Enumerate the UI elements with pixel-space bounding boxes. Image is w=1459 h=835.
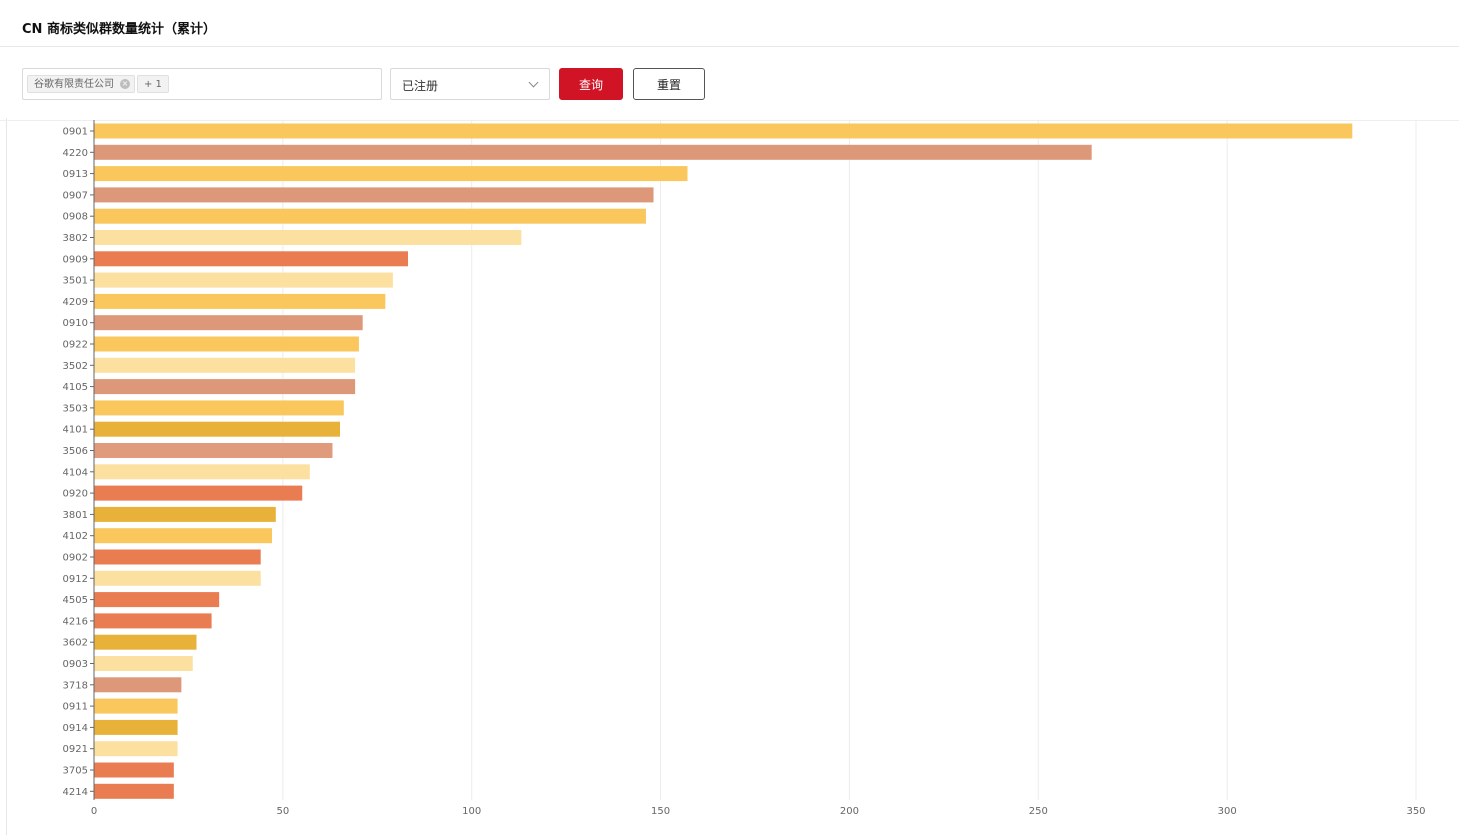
y-tick-label-3503: 3503 — [63, 403, 88, 414]
y-tick-label-0914: 0914 — [63, 723, 88, 734]
bar-4105 — [94, 379, 356, 395]
bar-0912 — [94, 570, 261, 586]
bar-3602 — [94, 634, 197, 650]
bar-4216 — [94, 613, 212, 629]
bar-4101 — [94, 421, 341, 437]
bar-0913 — [94, 166, 688, 182]
y-tick-label-4209: 4209 — [63, 297, 88, 308]
bar-4220 — [94, 144, 1092, 160]
y-tick-label-3502: 3502 — [63, 361, 88, 372]
bar-3502 — [94, 357, 356, 373]
x-tick-label-250: 250 — [1029, 806, 1048, 817]
y-tick-label-4102: 4102 — [63, 531, 88, 542]
y-tick-label-0909: 0909 — [63, 254, 88, 265]
more-tags-count[interactable]: + 1 — [137, 75, 169, 93]
bar-chart: 0901 4220 0913 0907 0908 3802 0909 3501 4209 0910… — [63, 120, 1426, 817]
bar-0910 — [94, 315, 363, 331]
x-tick-label-300: 300 — [1218, 806, 1237, 817]
bar-0901 — [94, 123, 1353, 139]
x-tick-label-150: 150 — [651, 806, 670, 817]
bar-3506 — [94, 443, 333, 458]
bar-3501 — [94, 272, 393, 288]
y-tick-label-4214: 4214 — [63, 787, 88, 798]
bar-0903 — [94, 656, 193, 671]
x-tick-label-50: 50 — [276, 806, 289, 817]
tag-remove-icon[interactable]: × — [120, 79, 130, 89]
x-tick-label-350: 350 — [1406, 806, 1425, 817]
y-tick-label-0912: 0912 — [63, 574, 88, 585]
y-tick-label-4104: 4104 — [63, 467, 88, 478]
y-tick-label-0910: 0910 — [63, 318, 88, 329]
y-tick-label-0908: 0908 — [63, 212, 88, 223]
y-tick-label-4505: 4505 — [63, 595, 88, 606]
y-tick-label-0902: 0902 — [63, 553, 88, 564]
x-tick-label-100: 100 — [462, 806, 481, 817]
y-tick-label-4105: 4105 — [63, 382, 88, 393]
bar-4505 — [94, 592, 220, 608]
filter-bar: 谷歌有限责任公司 × + 1 已注册 查询 重置 — [0, 47, 1459, 121]
bar-3802 — [94, 230, 522, 245]
bar-3503 — [94, 400, 344, 416]
reset-button[interactable]: 重置 — [633, 68, 705, 100]
bar-4209 — [94, 293, 386, 309]
y-tick-label-3602: 3602 — [63, 638, 88, 649]
bar-4102 — [94, 528, 273, 544]
bar-0902 — [94, 549, 261, 565]
x-tick-label-200: 200 — [840, 806, 859, 817]
y-tick-label-3802: 3802 — [63, 233, 88, 244]
y-tick-label-0911: 0911 — [63, 702, 88, 713]
bar-0909 — [94, 251, 409, 267]
y-tick-label-4101: 4101 — [63, 425, 88, 436]
bar-0914 — [94, 719, 178, 735]
bar-3801 — [94, 506, 276, 522]
bar-0911 — [94, 698, 178, 714]
query-button[interactable]: 查询 — [559, 68, 623, 100]
page-header: CN 商标类似群数量统计（累计） — [0, 0, 1459, 47]
y-tick-label-3506: 3506 — [63, 446, 88, 457]
y-tick-label-0901: 0901 — [63, 127, 88, 138]
y-tick-label-0921: 0921 — [63, 744, 88, 755]
x-tick-label-0: 0 — [91, 806, 97, 817]
y-tick-label-3718: 3718 — [63, 680, 88, 691]
bar-3718 — [94, 677, 182, 693]
bar-0921 — [94, 741, 178, 757]
bar-0920 — [94, 485, 303, 501]
y-tick-label-4220: 4220 — [63, 148, 88, 159]
y-tick-label-0922: 0922 — [63, 340, 88, 351]
bar-4214 — [94, 783, 174, 799]
y-tick-label-0903: 0903 — [63, 659, 88, 670]
bar-0922 — [94, 336, 359, 352]
y-tick-label-3705: 3705 — [63, 766, 88, 777]
y-tick-label-3501: 3501 — [63, 276, 88, 287]
status-select[interactable]: 已注册 — [390, 68, 550, 100]
y-tick-label-0920: 0920 — [63, 489, 88, 500]
y-tick-label-3801: 3801 — [63, 510, 88, 521]
company-tag-label: 谷歌有限责任公司 — [34, 79, 114, 90]
y-tick-label-0907: 0907 — [63, 190, 88, 201]
y-tick-label-0913: 0913 — [63, 169, 88, 180]
company-multiselect[interactable]: 谷歌有限责任公司 × + 1 — [22, 68, 382, 100]
y-tick-label-4216: 4216 — [63, 616, 88, 627]
bar-0908 — [94, 208, 646, 224]
status-select-value: 已注册 — [402, 79, 439, 93]
bar-0907 — [94, 187, 654, 203]
bar-3705 — [94, 762, 174, 778]
chevron-down-icon — [528, 77, 539, 88]
content-left-border — [6, 118, 7, 835]
page-title: CN 商标类似群数量统计（累计） — [22, 22, 216, 37]
company-tag: 谷歌有限责任公司 × — [27, 75, 135, 93]
bar-4104 — [94, 464, 310, 480]
